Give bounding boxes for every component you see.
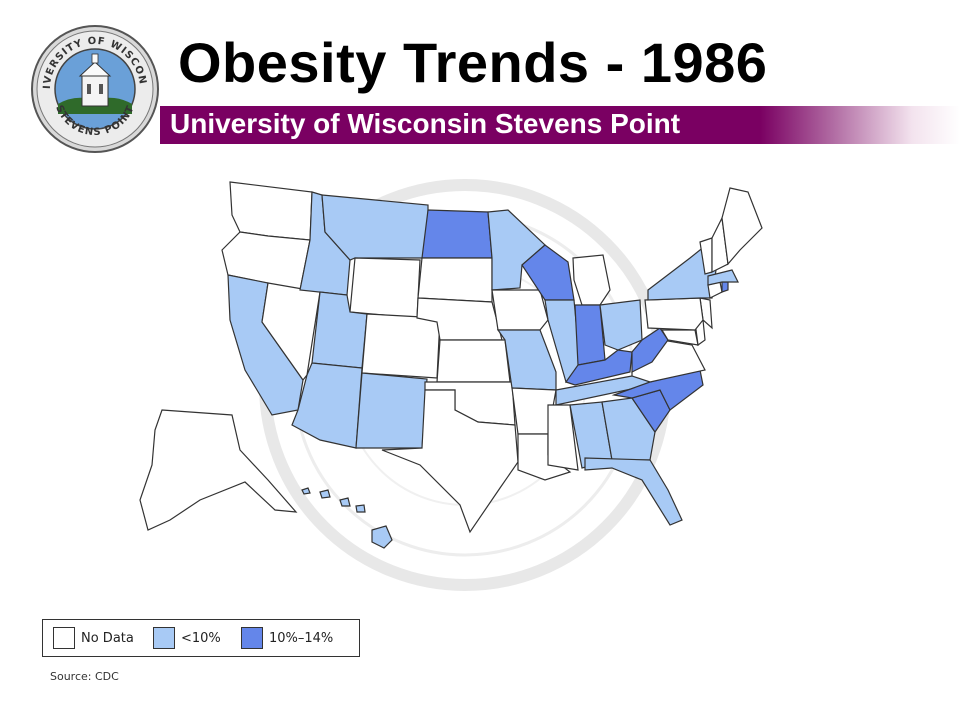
state-ms xyxy=(547,404,579,471)
state-wy xyxy=(349,257,421,319)
state-ri xyxy=(721,281,729,293)
state-nd xyxy=(421,209,493,259)
state-sd xyxy=(417,257,493,303)
state-ia xyxy=(491,289,549,331)
state-az xyxy=(291,362,363,449)
state-tx xyxy=(381,389,519,534)
state-in xyxy=(574,304,606,366)
state-mi xyxy=(572,254,611,306)
state-co xyxy=(361,313,441,379)
state-pa xyxy=(644,297,704,331)
state-hi xyxy=(301,487,393,549)
state-ga xyxy=(601,397,656,461)
states-layer xyxy=(139,181,763,549)
source-note: Source: CDC xyxy=(50,670,119,683)
legend-item-10to14: 10%–14% xyxy=(241,627,333,649)
legend-swatch-lt10 xyxy=(153,627,175,649)
legend-swatch-10to14 xyxy=(241,627,263,649)
legend-label-lt10: <10% xyxy=(181,630,221,646)
state-ma xyxy=(707,269,739,286)
state-oh xyxy=(599,299,643,351)
title-band xyxy=(160,106,960,144)
state-ks xyxy=(436,339,511,383)
state-mn xyxy=(487,209,546,291)
legend-item-lt10: <10% xyxy=(153,627,221,649)
state-ak xyxy=(139,409,298,531)
state-ky xyxy=(565,349,633,386)
slide-subtitle: University of Wisconsin Stevens Point xyxy=(170,108,681,139)
state-wi xyxy=(521,244,575,301)
state-me xyxy=(721,187,763,266)
university-seal-logo: UNIVERSITY OF WISCONSIN STEVENS POINT xyxy=(30,24,159,153)
legend-swatch-no-data xyxy=(53,627,75,649)
legend-item-no-data: No Data xyxy=(53,627,134,649)
state-wa xyxy=(229,181,313,241)
map-legend: No Data <10% 10%–14% xyxy=(42,619,360,657)
slide-title: Obesity Trends - 1986 xyxy=(178,31,768,94)
legend-label-no-data: No Data xyxy=(81,630,134,646)
legend-label-10to14: 10%–14% xyxy=(269,630,334,646)
state-fl xyxy=(584,457,683,526)
state-nm xyxy=(355,372,428,449)
